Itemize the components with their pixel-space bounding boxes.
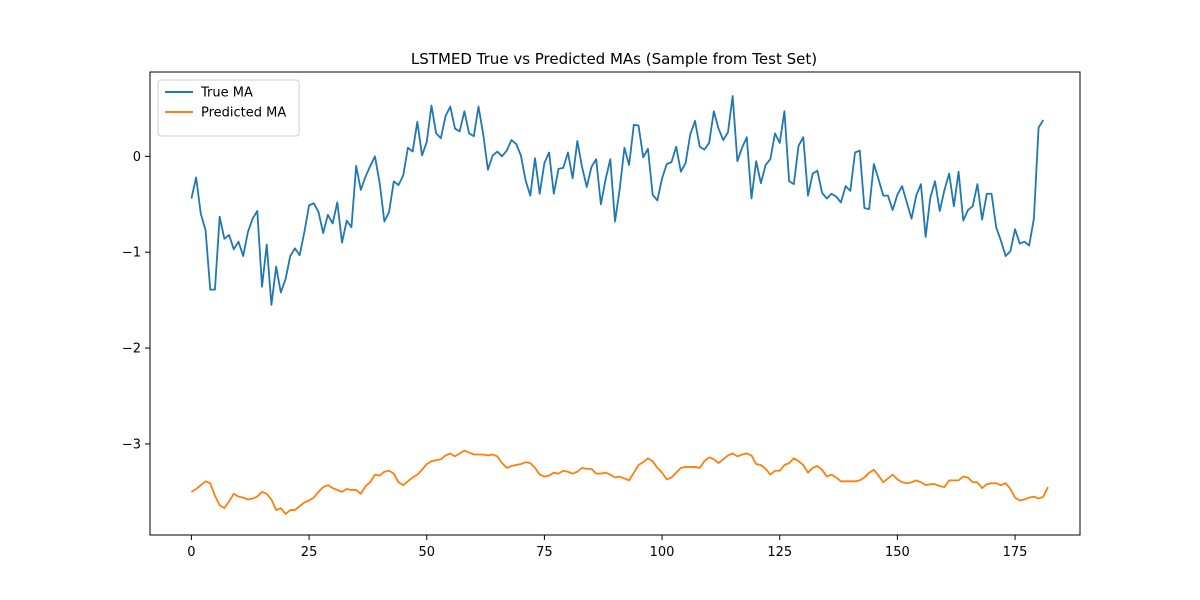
y-tick-label-0: 0 (133, 150, 141, 165)
x-tick-label-3: 75 (536, 545, 553, 560)
y-tick-label-2: −2 (122, 342, 141, 357)
x-tick-label-1: 25 (301, 545, 318, 560)
legend: True MA Predicted MA (157, 79, 300, 137)
x-tick-label-5: 125 (767, 545, 792, 560)
series-line-1 (190, 449, 1049, 515)
x-tick-label-6: 150 (885, 545, 910, 560)
plot-area: 0 25 50 75 100 125 150 175 0 −1 −2 −3 (122, 71, 1081, 560)
axes-frame (149, 71, 1081, 536)
y-tick-label-3: −3 (122, 437, 141, 452)
legend-label-1: Predicted MA (201, 106, 286, 121)
chart-title: LSTMED True vs Predicted MAs (Sample fro… (411, 50, 817, 68)
x-tick-label-7: 175 (1003, 545, 1028, 560)
x-tick-label-0: 0 (187, 545, 195, 560)
y-tick-label-1: −1 (122, 246, 141, 261)
x-tick-label-2: 50 (418, 545, 435, 560)
x-tick-label-4: 100 (650, 545, 675, 560)
legend-label-0: True MA (200, 86, 253, 101)
series-line-0 (190, 95, 1045, 306)
legend-box (157, 79, 300, 137)
